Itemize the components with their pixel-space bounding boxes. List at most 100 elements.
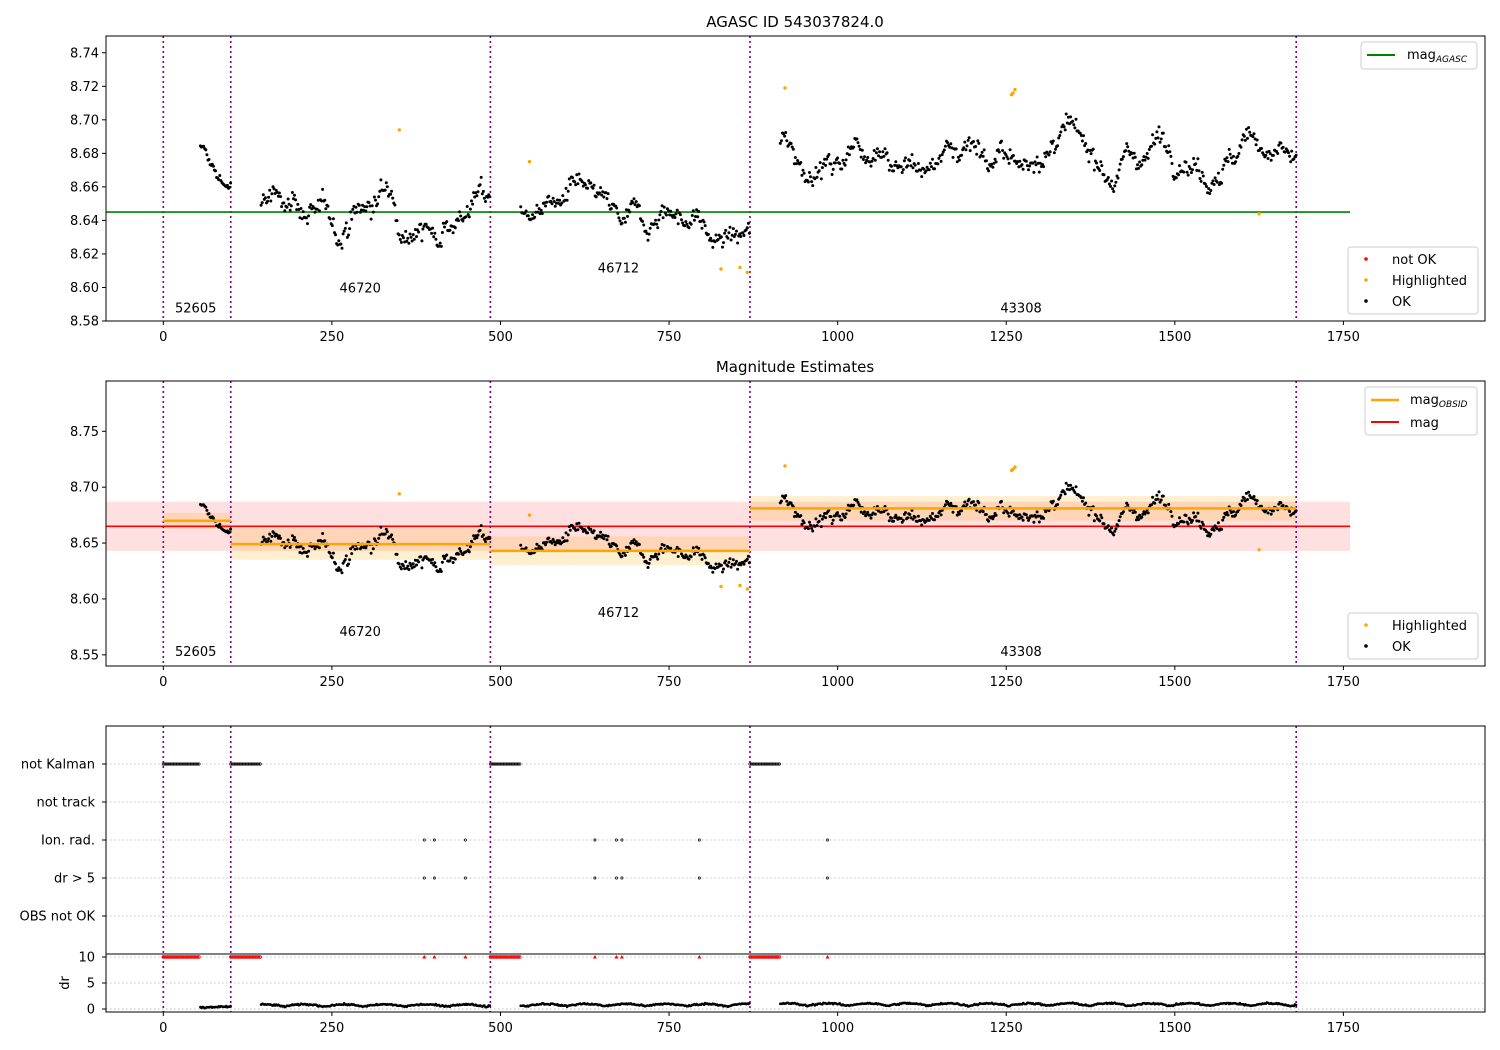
ok-point bbox=[470, 199, 473, 203]
flag-marker bbox=[422, 838, 426, 842]
ok-point bbox=[390, 533, 394, 537]
ok-point bbox=[1220, 181, 1224, 185]
ok-point bbox=[551, 196, 555, 200]
flag-marker bbox=[777, 762, 782, 766]
ok-point bbox=[906, 164, 910, 168]
ok-point bbox=[1064, 112, 1068, 116]
ok-point bbox=[438, 241, 442, 245]
ok-point bbox=[949, 501, 953, 505]
flag-marker bbox=[164, 762, 168, 766]
ok-point bbox=[1034, 163, 1038, 167]
dr-clipped-marker bbox=[502, 955, 506, 959]
ok-point bbox=[1292, 157, 1296, 161]
ok-point bbox=[290, 534, 294, 538]
dr-clipped-marker bbox=[166, 955, 170, 959]
ok-point bbox=[385, 185, 389, 189]
ok-point bbox=[829, 515, 833, 519]
ok-point bbox=[225, 183, 229, 187]
ok-point bbox=[524, 209, 528, 213]
ok-point bbox=[1197, 169, 1201, 173]
ok-point bbox=[817, 169, 821, 173]
ok-point bbox=[350, 217, 354, 221]
ok-point bbox=[728, 557, 732, 561]
ok-point bbox=[1082, 496, 1085, 500]
ok-point bbox=[1170, 514, 1174, 518]
dr-clipped-marker bbox=[247, 955, 252, 959]
ok-point bbox=[618, 219, 622, 223]
ok-point bbox=[900, 171, 904, 174]
ok-point bbox=[334, 233, 337, 237]
ok-point bbox=[1287, 151, 1290, 155]
ok-point bbox=[431, 557, 435, 561]
ok-point bbox=[211, 516, 215, 520]
dr-clipped-marker bbox=[614, 955, 619, 959]
dr-clipped-marker bbox=[432, 955, 437, 959]
ok-point bbox=[634, 200, 638, 204]
ok-point bbox=[1066, 484, 1070, 487]
ok-point bbox=[908, 513, 912, 516]
flag-marker bbox=[488, 762, 492, 766]
ok-point bbox=[893, 163, 897, 167]
ok-point bbox=[448, 559, 452, 563]
ok-point bbox=[972, 140, 975, 143]
flag-marker bbox=[233, 762, 237, 766]
highlighted-point bbox=[1257, 548, 1261, 552]
ok-point bbox=[673, 216, 677, 219]
panel1-xtick-label: 1500 bbox=[1158, 330, 1191, 345]
ok-point bbox=[1226, 513, 1230, 517]
dr-clipped-marker bbox=[490, 955, 494, 959]
ok-point bbox=[811, 529, 815, 533]
panel3-xtick-label: 1750 bbox=[1327, 1021, 1360, 1036]
ok-point bbox=[1036, 161, 1040, 165]
flag-marker bbox=[767, 762, 771, 766]
ok-point bbox=[547, 194, 551, 198]
ok-point bbox=[472, 191, 476, 195]
ok-point bbox=[719, 235, 723, 239]
ok-point bbox=[724, 559, 728, 563]
ok-point bbox=[211, 164, 215, 168]
ok-point bbox=[1200, 170, 1204, 174]
ok-point bbox=[315, 207, 319, 211]
ok-point bbox=[722, 241, 725, 245]
ok-point bbox=[415, 563, 418, 567]
ok-point bbox=[856, 141, 860, 145]
ok-point bbox=[814, 166, 818, 169]
flag-marker bbox=[771, 762, 775, 766]
ok-point bbox=[892, 519, 896, 523]
ok-point bbox=[642, 555, 646, 559]
panel2-obsid-annotation: 52605 bbox=[175, 645, 216, 660]
dr-point bbox=[229, 1004, 232, 1008]
ok-point bbox=[1170, 162, 1174, 165]
ok-point bbox=[741, 231, 745, 235]
ok-point bbox=[397, 562, 401, 566]
ok-point bbox=[726, 564, 730, 568]
ok-point bbox=[384, 527, 388, 531]
dr-clipped-marker bbox=[177, 955, 181, 959]
flag-marker bbox=[762, 762, 766, 766]
ok-point bbox=[724, 228, 728, 232]
ok-point bbox=[364, 209, 368, 213]
ok-point bbox=[994, 160, 998, 164]
flag-marker bbox=[763, 762, 768, 766]
ok-point bbox=[870, 159, 874, 163]
ok-point bbox=[1033, 160, 1037, 164]
ok-point bbox=[727, 560, 731, 564]
ok-point bbox=[919, 168, 923, 172]
ok-point bbox=[785, 499, 789, 503]
ok-point bbox=[1199, 179, 1203, 183]
ok-point bbox=[395, 219, 399, 223]
ok-point bbox=[778, 141, 782, 145]
ok-point bbox=[1037, 520, 1041, 524]
ok-point bbox=[1271, 153, 1275, 157]
flag-marker bbox=[166, 762, 170, 766]
ok-point bbox=[286, 197, 290, 201]
ok-point bbox=[746, 554, 750, 558]
ok-point bbox=[963, 500, 967, 504]
ok-point bbox=[1118, 162, 1122, 166]
ok-point bbox=[1120, 157, 1124, 161]
ok-point bbox=[692, 552, 696, 556]
ok-point bbox=[406, 236, 410, 240]
ok-point bbox=[287, 202, 291, 206]
dr-clipped-marker bbox=[233, 955, 238, 959]
highlighted-point bbox=[738, 265, 742, 270]
